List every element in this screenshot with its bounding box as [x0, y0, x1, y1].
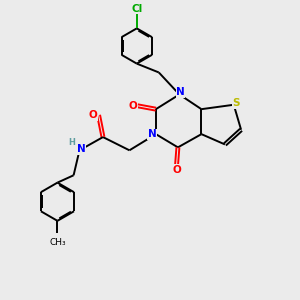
Text: O: O — [172, 165, 181, 175]
Text: N: N — [76, 144, 85, 154]
Text: O: O — [89, 110, 98, 120]
Text: CH₃: CH₃ — [49, 238, 66, 247]
Text: N: N — [148, 129, 157, 139]
Text: Cl: Cl — [131, 4, 142, 14]
Text: O: O — [129, 100, 138, 111]
Text: H: H — [68, 138, 75, 147]
Text: S: S — [232, 98, 240, 108]
Text: N: N — [176, 87, 185, 97]
